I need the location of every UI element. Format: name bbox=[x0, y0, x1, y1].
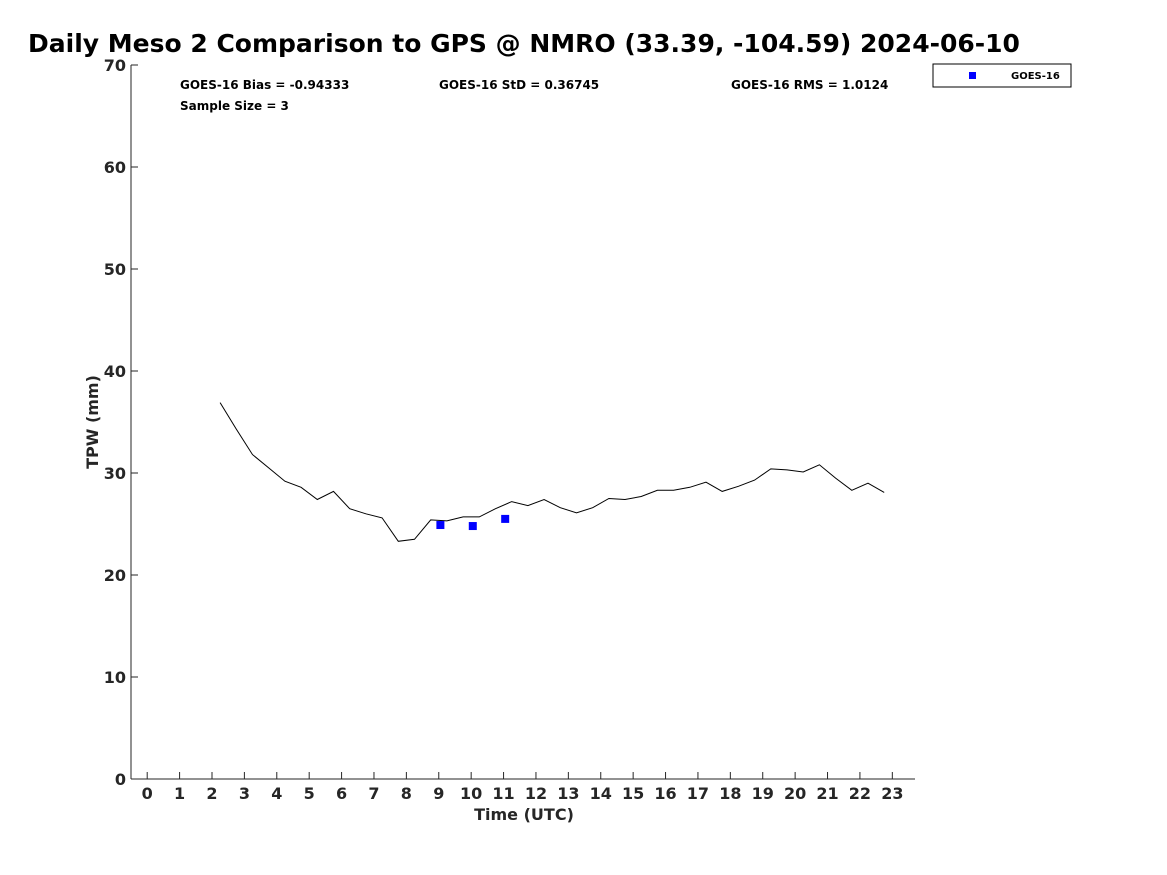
x-tick-label: 16 bbox=[654, 784, 676, 803]
x-tick-label: 21 bbox=[816, 784, 838, 803]
goes16-point bbox=[468, 522, 477, 531]
y-tick-label: 10 bbox=[104, 668, 126, 687]
legend-label-goes16: GOES-16 bbox=[1011, 71, 1060, 82]
x-axis-label: Time (UTC) bbox=[474, 805, 574, 824]
x-tick-label: 18 bbox=[719, 784, 741, 803]
x-tick-label: 14 bbox=[590, 784, 612, 803]
chart-title: Daily Meso 2 Comparison to GPS @ NMRO (3… bbox=[28, 29, 1020, 58]
y-axis-label: TPW (mm) bbox=[83, 375, 102, 469]
legend-marker-goes16 bbox=[969, 72, 976, 79]
y-tick-label: 30 bbox=[104, 464, 126, 483]
y-tick-label: 60 bbox=[104, 158, 126, 177]
series-layer bbox=[219, 402, 885, 542]
y-tick-label: 70 bbox=[104, 56, 126, 75]
y-ticks: 0 10 20 30 40 50 60 70 bbox=[104, 56, 138, 789]
x-tick-label: 20 bbox=[784, 784, 806, 803]
x-ticks: 0 1 2 3 4 5 6 7 8 9 10 11 12 13 14 15 16 17 18 19 20 21 22 23 bbox=[142, 772, 903, 803]
y-tick-label: 20 bbox=[104, 566, 126, 585]
x-tick-label: 19 bbox=[752, 784, 774, 803]
x-tick-label: 3 bbox=[239, 784, 250, 803]
x-tick-label: 4 bbox=[271, 784, 282, 803]
x-tick-label: 0 bbox=[142, 784, 153, 803]
x-tick-label: 9 bbox=[433, 784, 444, 803]
x-tick-label: 1 bbox=[174, 784, 185, 803]
y-tick-label: 0 bbox=[115, 770, 126, 789]
stat-rms: GOES-16 RMS = 1.0124 bbox=[731, 78, 888, 92]
goes16-point bbox=[436, 521, 445, 530]
goes16-point bbox=[501, 514, 510, 523]
stat-sample-size: Sample Size = 3 bbox=[180, 99, 289, 113]
x-tick-label: 10 bbox=[460, 784, 482, 803]
x-tick-label: 7 bbox=[368, 784, 379, 803]
x-tick-label: 8 bbox=[401, 784, 412, 803]
y-tick-label: 40 bbox=[104, 362, 126, 381]
stat-bias: GOES-16 Bias = -0.94333 bbox=[180, 78, 349, 92]
x-tick-label: 12 bbox=[525, 784, 547, 803]
stat-std: GOES-16 StD = 0.36745 bbox=[439, 78, 599, 92]
legend-box bbox=[932, 63, 1072, 88]
gps-tpw-line bbox=[219, 402, 885, 542]
x-tick-label: 23 bbox=[881, 784, 903, 803]
x-tick-label: 11 bbox=[492, 784, 514, 803]
y-tick-label: 50 bbox=[104, 260, 126, 279]
x-tick-label: 22 bbox=[849, 784, 871, 803]
x-tick-label: 6 bbox=[336, 784, 347, 803]
x-tick-label: 15 bbox=[622, 784, 644, 803]
legend: GOES-16 bbox=[932, 63, 1072, 88]
plot-area: 0 1 2 3 4 5 6 7 8 9 10 11 12 13 14 15 16 17 18 19 20 21 22 23 0… bbox=[104, 56, 915, 803]
x-tick-label: 17 bbox=[687, 784, 709, 803]
x-tick-label: 2 bbox=[206, 784, 217, 803]
x-tick-label: 13 bbox=[557, 784, 579, 803]
x-tick-label: 5 bbox=[304, 784, 315, 803]
